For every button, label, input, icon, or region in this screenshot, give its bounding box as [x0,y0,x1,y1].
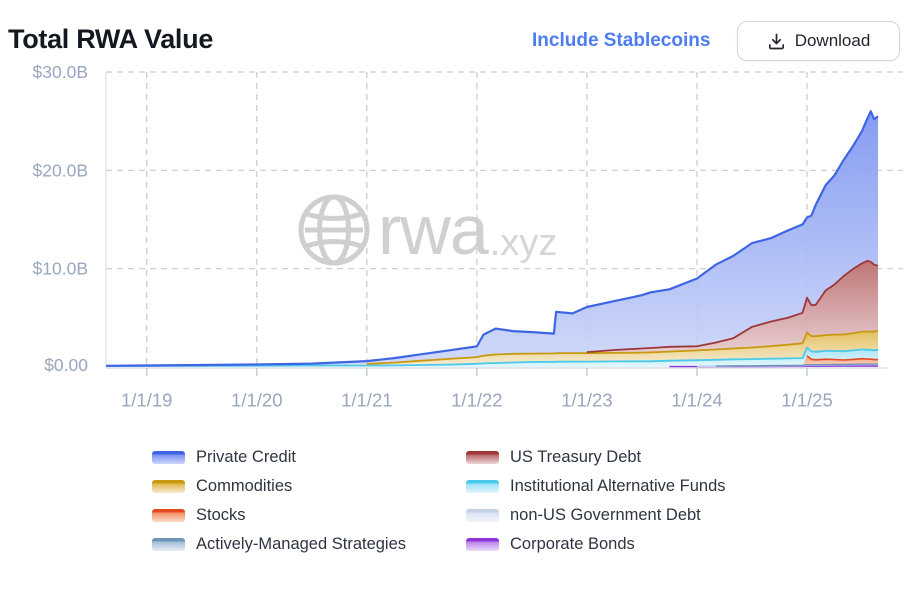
x-axis-label: 1/1/20 [231,390,282,411]
legend-label: non-US Government Debt [510,505,701,524]
legend-label: Private Credit [196,447,296,466]
legend-item-private-credit[interactable]: Private Credit [152,447,466,467]
y-axis-label: $0.00 [44,355,88,375]
legend-swatch [152,537,185,551]
series-line-private-credit [105,110,879,367]
series-line-commodities [366,329,879,365]
x-axis-label: 1/1/24 [671,390,722,411]
legend-swatch [152,450,185,464]
x-axis-label: 1/1/22 [451,390,502,411]
legend-swatch [466,450,499,464]
download-icon [768,33,784,49]
legend-swatch [466,479,499,493]
legend-item-institutional-alternative-funds[interactable]: Institutional Alternative Funds [466,476,726,496]
series-line-stocks [806,355,878,361]
download-button-label: Download [794,31,871,50]
legend-label: US Treasury Debt [510,447,642,466]
y-axis-label: $10.0B [33,259,88,279]
series-line-actively-managed-strategies [715,363,878,367]
legend-label: Institutional Alternative Funds [510,476,726,495]
x-axis-label: 1/1/19 [121,390,172,411]
include-stablecoins-toggle[interactable]: Include Stablecoins [532,30,711,51]
x-axis-label: 1/1/21 [341,390,392,411]
legend-item-stocks[interactable]: Stocks [152,505,466,525]
x-axis-label: 1/1/25 [781,390,832,411]
legend-item-non-us-government-debt[interactable]: non-US Government Debt [466,505,726,525]
legend-item-us-treasury-debt[interactable]: US Treasury Debt [466,447,726,467]
page-title: Total RWA Value [8,24,214,54]
legend-swatch [466,537,499,551]
download-button[interactable]: Download [737,21,900,61]
legend-swatch [152,479,185,493]
y-axis-label: $20.0B [33,160,88,180]
legend-swatch [466,508,499,522]
chart-legend: Private Credit US Treasury Debt Commoditie… [152,447,726,554]
legend-label: Commodities [196,476,293,495]
legend-item-corporate-bonds[interactable]: Corporate Bonds [466,534,726,554]
area-band-private-credit [106,111,878,366]
series-line-us-treasury-debt [586,259,879,353]
x-axis-label: 1/1/23 [561,390,612,411]
legend-swatch [152,508,185,522]
legend-label: Stocks [196,505,246,524]
series-line-institutional-alternative-funds [106,346,879,367]
area-band-commodities [106,330,878,366]
y-axis-label: $30.0B [33,62,88,82]
legend-label: Corporate Bonds [510,534,635,553]
legend-item-commodities[interactable]: Commodities [152,476,466,496]
legend-label: Actively-Managed Strategies [196,534,407,553]
area-band-institutional-alternative-funds [106,347,878,367]
legend-item-actively-managed-strategies[interactable]: Actively-Managed Strategies [152,534,466,554]
